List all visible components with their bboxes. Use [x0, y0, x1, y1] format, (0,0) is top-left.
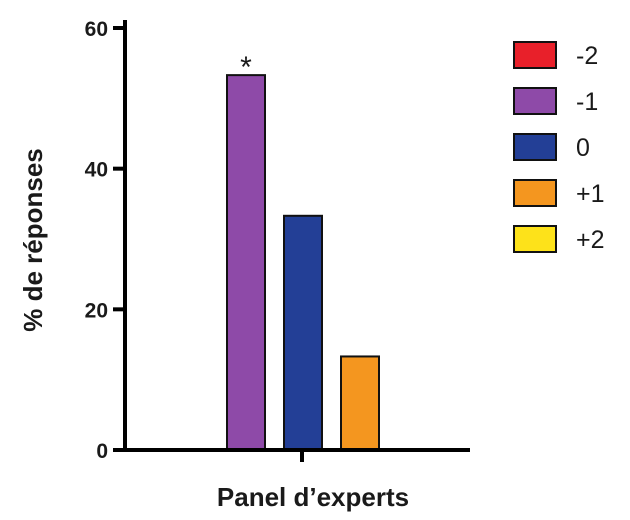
legend: -2 -1 0 +1 +2 [513, 41, 605, 254]
y-axis-title: % de réponses [18, 148, 48, 332]
significance-annotation: * [240, 51, 252, 84]
legend-swatch-+1 [513, 179, 557, 207]
bar-0 [283, 214, 323, 451]
bar--1 [226, 74, 266, 452]
legend-swatch-0 [513, 133, 557, 161]
y-tick-label: 40 [85, 159, 108, 182]
legend-label: -1 [576, 88, 598, 116]
bar-+1 [340, 355, 380, 451]
legend-label: +2 [576, 226, 605, 254]
y-tick-label: 0 [96, 440, 108, 463]
y-tick-label: 60 [85, 18, 108, 41]
legend-label: +1 [576, 180, 605, 208]
legend-label: -2 [576, 42, 598, 70]
y-tick-label: 20 [85, 299, 108, 322]
legend-swatch--2 [513, 41, 557, 69]
x-axis-title: Panel d’experts [217, 482, 409, 512]
annotations-group: * [240, 51, 252, 84]
bars-group [226, 74, 380, 452]
legend-swatch--1 [513, 87, 557, 115]
y-axis-ticks: 0 20 40 60 [85, 18, 125, 463]
legend-swatch-+2 [513, 225, 557, 253]
legend-label: 0 [576, 134, 590, 162]
